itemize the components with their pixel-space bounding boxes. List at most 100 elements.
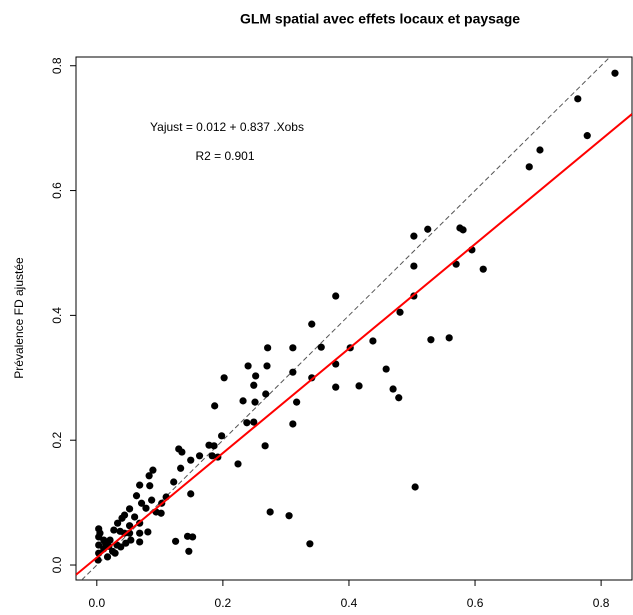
point: [389, 385, 397, 393]
point: [251, 398, 259, 406]
point: [117, 543, 125, 551]
point: [306, 540, 314, 548]
point: [114, 519, 122, 527]
point: [332, 383, 340, 391]
x-tick-label: 0.4: [341, 596, 358, 610]
point: [189, 533, 197, 541]
point: [218, 432, 226, 440]
point: [120, 511, 129, 519]
y-tick-label: 0.8: [50, 57, 64, 74]
point: [243, 419, 251, 427]
x-tick-label: 0.8: [593, 596, 610, 610]
point: [170, 478, 178, 486]
point: [131, 513, 139, 521]
point: [239, 397, 247, 405]
point: [266, 508, 274, 516]
point: [175, 445, 183, 453]
point: [410, 262, 418, 270]
fit-line: [76, 113, 632, 576]
point: [250, 381, 258, 389]
y-tick-label: 0.6: [50, 182, 64, 199]
reference-line: [80, 57, 611, 580]
point: [262, 390, 270, 398]
point: [177, 464, 185, 472]
point: [308, 374, 316, 382]
point: [137, 499, 146, 507]
point: [427, 336, 435, 344]
point: [185, 547, 193, 555]
plot-area: [76, 57, 632, 580]
annotation: Yajust = 0.012 + 0.837 .Xobs: [150, 120, 304, 134]
point: [149, 466, 157, 474]
point: [132, 492, 141, 500]
point: [111, 549, 119, 557]
point: [95, 541, 103, 549]
y-axis-label: Prévalence FD ajustée: [12, 257, 26, 379]
point: [424, 225, 432, 233]
point: [234, 460, 242, 468]
point: [355, 382, 363, 390]
point: [145, 472, 153, 480]
point: [395, 394, 403, 402]
point: [244, 362, 252, 370]
point: [100, 536, 108, 544]
y-tick-label: 0.2: [50, 432, 64, 449]
point: [285, 512, 293, 520]
point: [125, 505, 134, 513]
x-tick-label: 0.2: [215, 596, 232, 610]
point: [252, 372, 260, 380]
point: [525, 163, 533, 171]
plot-frame: [75, 56, 633, 581]
point: [148, 496, 156, 504]
x-tick-label: 0.6: [467, 596, 484, 610]
annotation: R2 = 0.901: [195, 149, 254, 163]
point: [263, 362, 271, 370]
point: [142, 504, 150, 512]
point: [110, 526, 118, 534]
point: [211, 402, 219, 410]
point: [611, 69, 619, 77]
point: [308, 320, 316, 328]
point: [157, 509, 165, 517]
point: [264, 344, 272, 352]
point: [195, 452, 204, 460]
point: [136, 481, 144, 489]
point: [220, 374, 228, 382]
chart-title: GLM spatial avec effets locaux et paysag…: [240, 11, 520, 27]
point: [479, 265, 487, 273]
point: [172, 537, 180, 545]
y-tick-label: 0.4: [50, 307, 64, 324]
point: [146, 482, 154, 490]
point: [289, 420, 297, 428]
point: [187, 490, 195, 498]
point: [317, 343, 325, 351]
point: [261, 442, 269, 450]
point: [144, 528, 152, 536]
point: [187, 456, 195, 464]
point: [103, 553, 112, 561]
point: [411, 483, 419, 491]
point: [574, 95, 582, 103]
point: [293, 398, 301, 406]
point: [127, 536, 135, 544]
point: [536, 146, 544, 154]
point: [382, 365, 390, 373]
point: [136, 538, 144, 546]
point: [208, 452, 216, 460]
point: [125, 522, 134, 530]
point: [583, 132, 591, 140]
point: [136, 529, 144, 537]
point: [410, 232, 418, 240]
x-tick-label: 0.0: [88, 596, 105, 610]
point: [369, 337, 377, 345]
point: [332, 292, 340, 300]
point: [250, 418, 258, 426]
point: [205, 441, 213, 449]
point: [445, 334, 453, 342]
point: [459, 226, 467, 234]
point: [289, 368, 297, 376]
point: [95, 525, 103, 533]
point: [396, 308, 404, 316]
point: [289, 344, 297, 352]
